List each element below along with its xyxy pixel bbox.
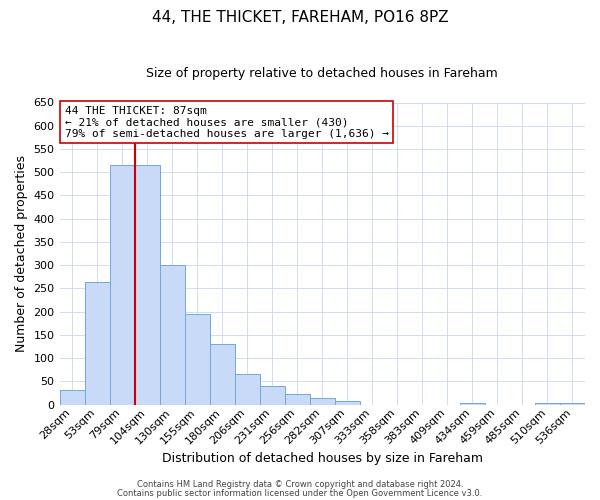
Y-axis label: Number of detached properties: Number of detached properties xyxy=(15,155,28,352)
Text: Contains public sector information licensed under the Open Government Licence v3: Contains public sector information licen… xyxy=(118,488,482,498)
Bar xyxy=(209,344,235,405)
Bar xyxy=(134,166,160,404)
Text: 44 THE THICKET: 87sqm
← 21% of detached houses are smaller (430)
79% of semi-det: 44 THE THICKET: 87sqm ← 21% of detached … xyxy=(65,106,389,138)
Bar xyxy=(185,314,209,404)
Title: Size of property relative to detached houses in Fareham: Size of property relative to detached ho… xyxy=(146,68,498,80)
Bar xyxy=(59,390,85,404)
Bar xyxy=(285,394,310,404)
Bar xyxy=(110,166,134,404)
Bar xyxy=(310,398,335,404)
Text: Contains HM Land Registry data © Crown copyright and database right 2024.: Contains HM Land Registry data © Crown c… xyxy=(137,480,463,489)
Bar xyxy=(235,374,260,404)
Bar xyxy=(335,401,360,404)
Text: 44, THE THICKET, FAREHAM, PO16 8PZ: 44, THE THICKET, FAREHAM, PO16 8PZ xyxy=(152,10,448,25)
Bar xyxy=(260,386,285,404)
Bar xyxy=(85,282,110,405)
X-axis label: Distribution of detached houses by size in Fareham: Distribution of detached houses by size … xyxy=(162,452,483,465)
Bar xyxy=(160,265,185,404)
